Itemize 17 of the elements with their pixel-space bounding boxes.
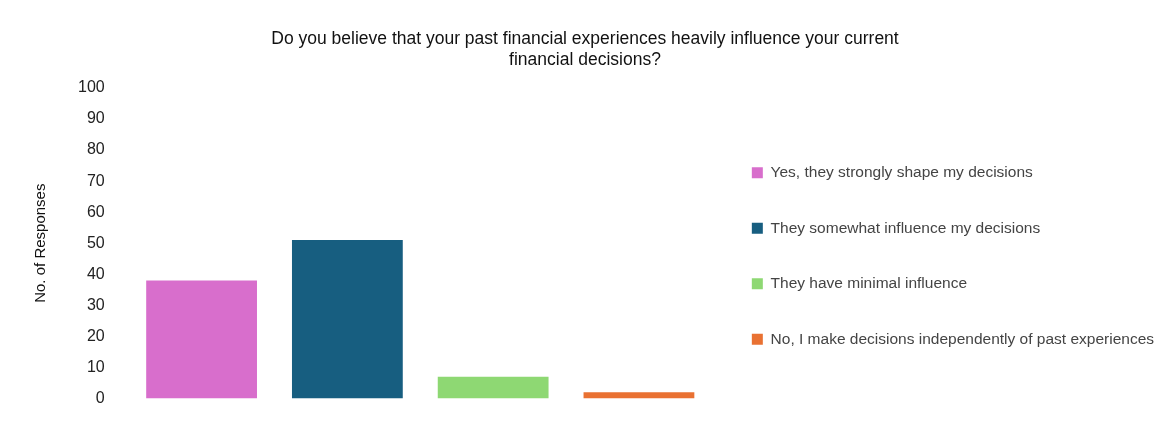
y-tick-label: 60	[86, 202, 105, 220]
legend-label: They somewhat influence my decisions	[770, 218, 1041, 236]
y-tick-label: 0	[95, 388, 105, 406]
y-tick-label: 70	[86, 171, 105, 189]
y-tick-label: 10	[86, 357, 105, 375]
y-axis-title: No. of Responses	[31, 183, 49, 303]
y-tick-label: 90	[86, 109, 105, 127]
legend-label: No, I make decisions independently of past experiences	[770, 329, 1155, 347]
y-tick-label: 50	[86, 233, 105, 251]
y-tick-label: 100	[77, 78, 105, 96]
y-tick-label: 80	[86, 140, 105, 158]
y-tick-label: 30	[86, 295, 105, 313]
y-tick-label: 20	[86, 326, 105, 344]
legend-label: Yes, they strongly shape my decisions	[770, 163, 1034, 181]
y-tick-label: 40	[86, 264, 105, 282]
chart-title: Do you believe that your past financial experiences heavily influence your current financial decisions?	[270, 28, 900, 70]
legend-label: They have minimal influence	[770, 274, 968, 292]
